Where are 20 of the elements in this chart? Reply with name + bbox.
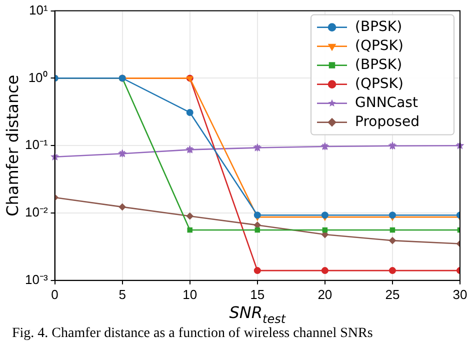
- y-tick-label: 10¹: [28, 2, 48, 18]
- x-tick-label: 15: [250, 286, 265, 302]
- legend-label: (QPSK): [355, 38, 404, 54]
- legend-label: (BPSK): [355, 18, 402, 35]
- y-tick-label: 10⁻²: [24, 204, 48, 220]
- x-tick-label: 25: [385, 286, 400, 302]
- y-tick-label: 10⁻³: [24, 272, 48, 287]
- y-tick-label: 10⁻¹: [24, 137, 48, 152]
- x-tick-label: 5: [118, 286, 126, 302]
- x-tick-label: 20: [318, 286, 332, 302]
- x-tick-label: 30: [452, 286, 468, 302]
- legend-label: Proposed: [355, 114, 420, 130]
- legend-label: (QPSK): [355, 76, 404, 92]
- y-axis-title: Chamfer distance: [3, 74, 22, 216]
- x-tick-label: 10: [182, 286, 198, 302]
- legend-label: (BPSK): [355, 56, 402, 73]
- legend-label: GNNCast: [355, 94, 418, 111]
- caption: Fig. 4. Chamfer distance as a function of wireless channel SNRs: [11, 326, 374, 342]
- x-tick-label: 0: [51, 286, 58, 302]
- y-tick-label: 10⁰: [28, 70, 48, 85]
